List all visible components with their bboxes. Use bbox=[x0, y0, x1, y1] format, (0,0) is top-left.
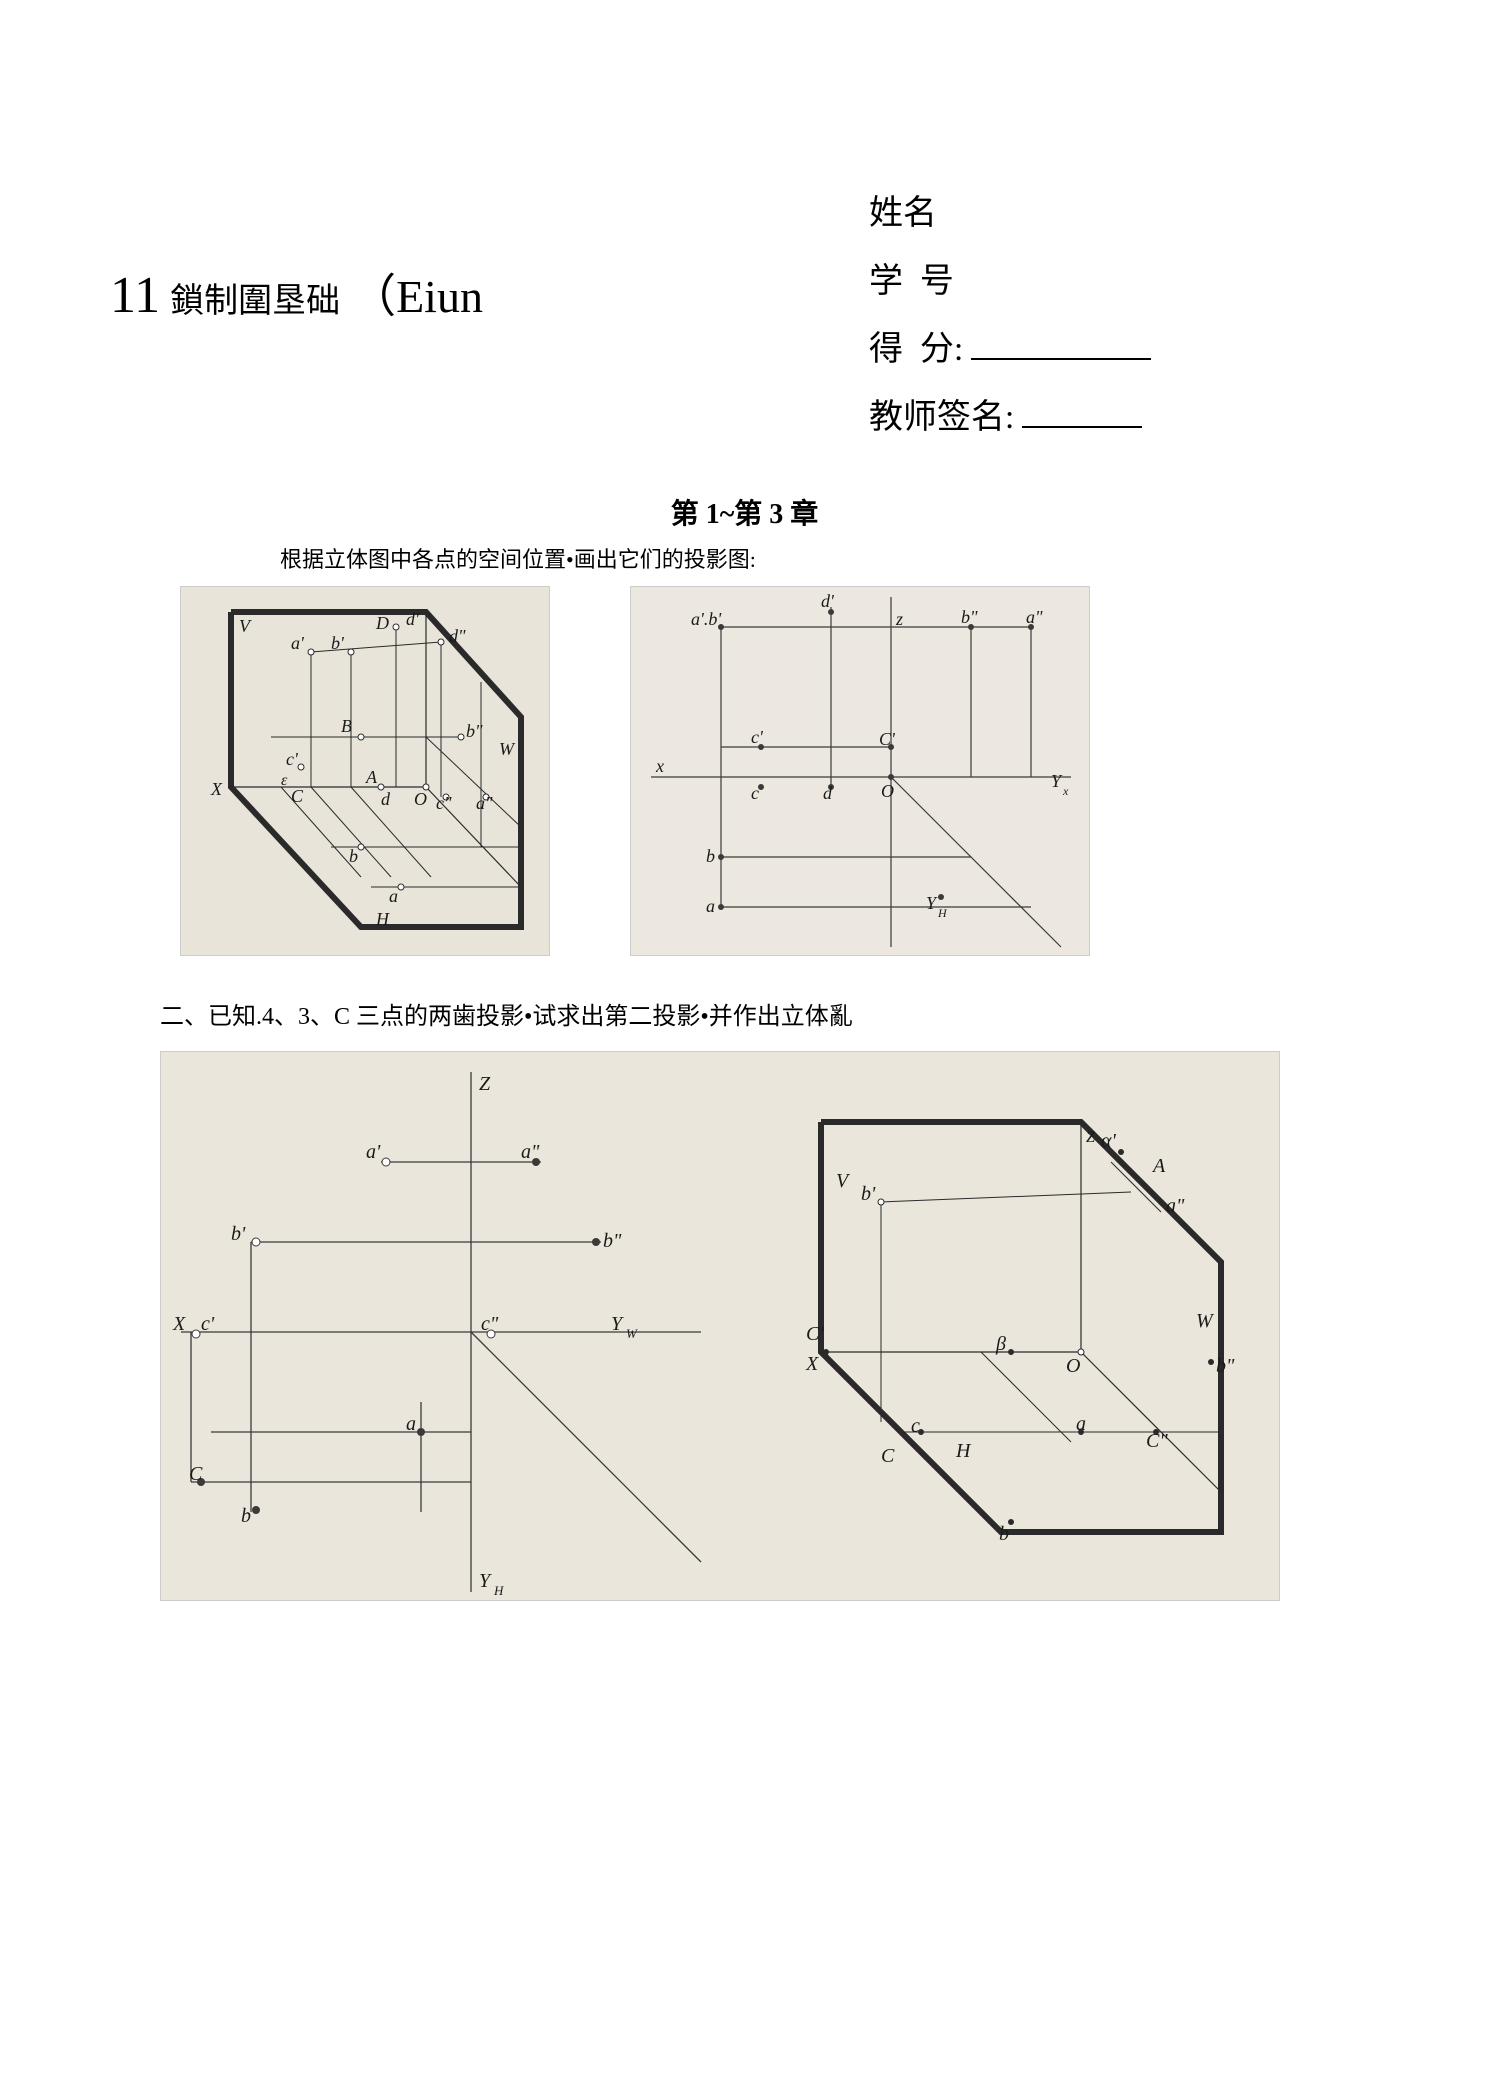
instruction-2: 二、已知.4、3、C 三点的两歯投影•试求出第二投影•并作出立体亂 bbox=[160, 996, 1389, 1031]
svg-text:W: W bbox=[626, 1326, 638, 1341]
svg-text:W: W bbox=[1196, 1310, 1215, 1332]
svg-text:X: X bbox=[805, 1353, 819, 1375]
page-title: 11 鎖制圍垦础 （Eiun bbox=[100, 180, 809, 326]
student-info-block: 姓名 学 号 得 分: 教师签名: bbox=[809, 180, 1389, 452]
svg-text:a: a bbox=[406, 1413, 416, 1435]
score-label: 得 分: bbox=[869, 316, 963, 384]
score-underline bbox=[971, 319, 1151, 360]
svg-text:b": b" bbox=[603, 1230, 622, 1252]
svg-text:a': a' bbox=[366, 1141, 381, 1163]
svg-text:b': b' bbox=[331, 633, 345, 653]
svg-text:A: A bbox=[365, 767, 378, 787]
svg-text:d": d" bbox=[449, 626, 466, 646]
svg-text:C': C' bbox=[806, 1323, 824, 1345]
svg-text:X: X bbox=[210, 779, 223, 799]
svg-text:b: b bbox=[706, 846, 715, 866]
chapter-heading: 第 1~第 3 章 bbox=[100, 492, 1389, 532]
svg-text:H: H bbox=[955, 1440, 972, 1462]
svg-text:a: a bbox=[389, 886, 398, 906]
svg-text:d: d bbox=[823, 783, 833, 803]
instruction-1: 根据立体图中各点的空间位置•画出它们的投影图: bbox=[280, 542, 1389, 574]
svg-text:a'.b': a'.b' bbox=[691, 609, 722, 629]
svg-text:x: x bbox=[655, 756, 664, 776]
svg-text:a": a" bbox=[476, 793, 493, 813]
svg-text:c: c bbox=[911, 1415, 920, 1437]
svg-text:D: D bbox=[375, 613, 389, 633]
svg-text:z: z bbox=[895, 609, 903, 629]
svg-text:d': d' bbox=[821, 591, 835, 611]
svg-text:d: d bbox=[381, 789, 391, 809]
svg-text:H: H bbox=[375, 909, 390, 929]
title-latin: Eiun bbox=[396, 271, 483, 322]
svg-text:H: H bbox=[493, 1583, 504, 1598]
id-label: 学 号 bbox=[869, 248, 954, 316]
svg-text:V: V bbox=[239, 616, 252, 636]
svg-text:ε: ε bbox=[281, 772, 288, 789]
svg-text:O: O bbox=[414, 789, 427, 809]
svg-text:β: β bbox=[995, 1333, 1006, 1355]
svg-text:A: A bbox=[1151, 1155, 1166, 1177]
svg-text:b: b bbox=[241, 1505, 251, 1527]
svg-text:X: X bbox=[172, 1313, 186, 1335]
svg-text:c': c' bbox=[286, 749, 299, 769]
title-number: 11 bbox=[110, 267, 160, 324]
svg-text:Y: Y bbox=[479, 1570, 492, 1592]
svg-text:O: O bbox=[881, 781, 894, 801]
svg-text:x: x bbox=[1062, 784, 1069, 798]
svg-text:b': b' bbox=[861, 1183, 876, 1205]
svg-text:a": a" bbox=[1166, 1195, 1185, 1217]
figure-2-projection: a'.b' d' z b" a" c' C' x c d O Yx b a YH bbox=[630, 586, 1090, 956]
svg-text:a": a" bbox=[521, 1141, 540, 1163]
svg-text:a: a bbox=[706, 896, 715, 916]
svg-text:b": b" bbox=[466, 721, 483, 741]
figure-1-isometric: V D d' d" a' b' B b" W c' ε C A d O c" a bbox=[180, 586, 550, 956]
svg-text:C": C" bbox=[1146, 1430, 1168, 1452]
svg-text:c": c" bbox=[436, 793, 452, 813]
svg-text:B: B bbox=[341, 716, 352, 736]
svg-text:b: b bbox=[999, 1523, 1009, 1545]
svg-text:O: O bbox=[1066, 1355, 1080, 1377]
signature-label: 教师签名: bbox=[869, 384, 1014, 452]
svg-text:c': c' bbox=[751, 727, 764, 747]
svg-text:Z: Z bbox=[479, 1073, 491, 1095]
svg-text:b: b bbox=[349, 846, 358, 866]
svg-text:c": c" bbox=[481, 1313, 499, 1335]
svg-text:c': c' bbox=[201, 1313, 215, 1335]
svg-text:b": b" bbox=[1216, 1355, 1235, 1377]
svg-text:C: C bbox=[881, 1445, 895, 1467]
svg-text:Y: Y bbox=[926, 893, 938, 913]
svg-text:b': b' bbox=[231, 1223, 246, 1245]
svg-text:V: V bbox=[836, 1170, 851, 1192]
title-cn: 鎖制圍垦础 bbox=[170, 283, 340, 320]
svg-text:Z: Z bbox=[1086, 1129, 1096, 1146]
svg-text:W: W bbox=[499, 739, 516, 759]
svg-text:α': α' bbox=[1101, 1130, 1116, 1152]
svg-text:a': a' bbox=[291, 633, 305, 653]
name-label: 姓名 bbox=[869, 180, 937, 248]
svg-text:Y: Y bbox=[1051, 771, 1063, 791]
svg-text:C': C' bbox=[879, 729, 896, 749]
svg-text:b": b" bbox=[961, 607, 978, 627]
svg-text:a": a" bbox=[1026, 607, 1043, 627]
title-paren: （ bbox=[350, 271, 396, 322]
svg-text:H: H bbox=[937, 906, 948, 920]
signature-underline bbox=[1022, 387, 1142, 428]
svg-text:d': d' bbox=[406, 609, 420, 629]
figure-3-combined: Z a' a" b' b" X c' c" YW a C b YH bbox=[160, 1051, 1280, 1601]
svg-text:Y: Y bbox=[611, 1313, 624, 1335]
svg-text:C: C bbox=[189, 1463, 203, 1485]
svg-text:C: C bbox=[291, 786, 304, 806]
svg-text:c: c bbox=[751, 783, 759, 803]
svg-text:a: a bbox=[1076, 1413, 1086, 1435]
